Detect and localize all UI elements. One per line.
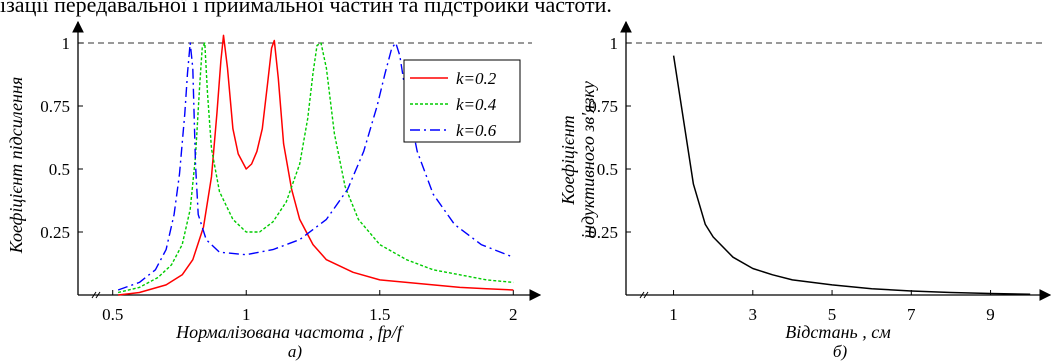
y-tick-label: 1 — [62, 34, 71, 53]
y-axis-label: індуктивного зв'язку — [578, 81, 598, 239]
x-tick-label: 1 — [242, 305, 251, 324]
x-tick-label: 2 — [509, 305, 518, 324]
x-tick-label: 7 — [907, 305, 916, 324]
legend-label: k=0.6 — [456, 121, 497, 140]
header-text: ізації передавальної і приймальної части… — [0, 0, 612, 17]
y-tick-label: 0.25 — [40, 223, 70, 242]
legend-label: k=0.4 — [456, 95, 497, 114]
x-tick-label: 9 — [986, 305, 995, 324]
y-axis-label: Коефіцієнт підсилення — [6, 77, 26, 254]
legend-box — [403, 59, 521, 143]
chart-caption: а) — [288, 342, 303, 361]
y-tick-label: 0.75 — [588, 97, 618, 116]
x-tick-label: 0.5 — [102, 305, 123, 324]
y-tick-label: 0.25 — [588, 223, 618, 242]
x-tick-label: 1.5 — [369, 305, 390, 324]
chart-b: 0.25 0.5 0.75 1 1 3 5 7 9 Відстань , смб) Коефіціє… — [558, 20, 1052, 361]
chart-caption: б) — [833, 342, 848, 361]
x-axis-label: Нормалізована частота , fp/f — [175, 322, 405, 342]
x-tick-label: 1 — [669, 305, 678, 324]
y-tick-label: 0.5 — [49, 160, 70, 179]
y-tick-label: 0.75 — [40, 97, 70, 116]
series-line-k04 — [117, 42, 514, 294]
legend-label: k=0.2 — [456, 69, 497, 88]
y-tick-label: 0.5 — [597, 160, 618, 179]
x-tick-label: 5 — [828, 305, 837, 324]
x-tick-label: 3 — [749, 305, 758, 324]
chart-a: 0.25 0.5 0.75 1 0.5 1 1.5 2 Нормалізована частот… — [6, 20, 542, 361]
axis-break-mark — [639, 291, 649, 299]
y-axis-label: Коефіцієнт — [558, 115, 578, 205]
y-tick-label: 1 — [610, 34, 619, 53]
x-axis-label: Відстань , см — [785, 322, 891, 342]
series-line-main — [672, 55, 1031, 295]
axis-break-mark — [91, 291, 101, 299]
series-line-k02 — [118, 34, 514, 296]
